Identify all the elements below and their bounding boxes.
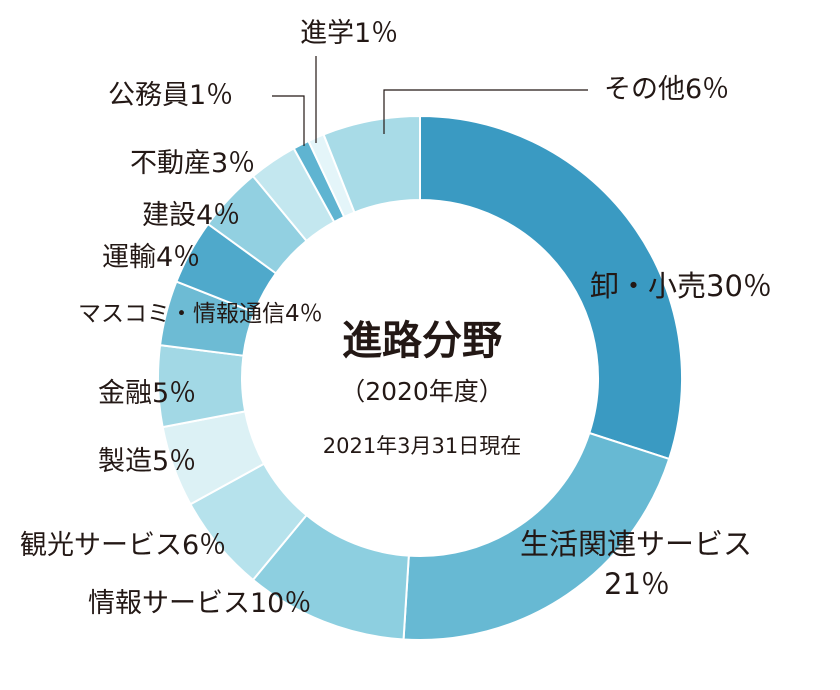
slice-label-oroshi: 卸・小売30％ (590, 269, 772, 303)
slice-label-seizou: 製造5％ (98, 446, 197, 477)
slice-label-koumuin: 公務員1％ (108, 80, 234, 111)
slice-label-shingaku: 進学1％ (300, 18, 399, 49)
slice-label-unyu: 運輸4％ (102, 242, 201, 273)
slice-label-masukomi: マスコミ・情報通信4％ (78, 301, 323, 327)
leader-line-sonota (383, 89, 588, 134)
slice-label-jouhou: 情報サービス10％ (88, 588, 312, 619)
chart-subtitle: （2020年度） (340, 377, 504, 406)
slice-value-seikatsu: 21％ (604, 567, 670, 601)
pie-slice-0 (419, 114, 683, 461)
slice-label-sonota: その他6％ (604, 74, 730, 105)
chart-note-date: 2021年3月31日現在 (322, 434, 522, 458)
slice-label-seikatsu: 生活関連サービス (520, 527, 753, 561)
leader-line-koumuin (272, 95, 305, 146)
slice-label-kensetsu: 建設4％ (142, 200, 241, 231)
pie-slice-12 (322, 114, 421, 214)
chart-title: 進路分野 (342, 318, 502, 364)
slice-label-kankou: 観光サービス6％ (20, 530, 227, 561)
slice-label-fudousan: 不動産3％ (130, 148, 256, 179)
slice-label-kinyuu: 金融5％ (98, 378, 197, 409)
